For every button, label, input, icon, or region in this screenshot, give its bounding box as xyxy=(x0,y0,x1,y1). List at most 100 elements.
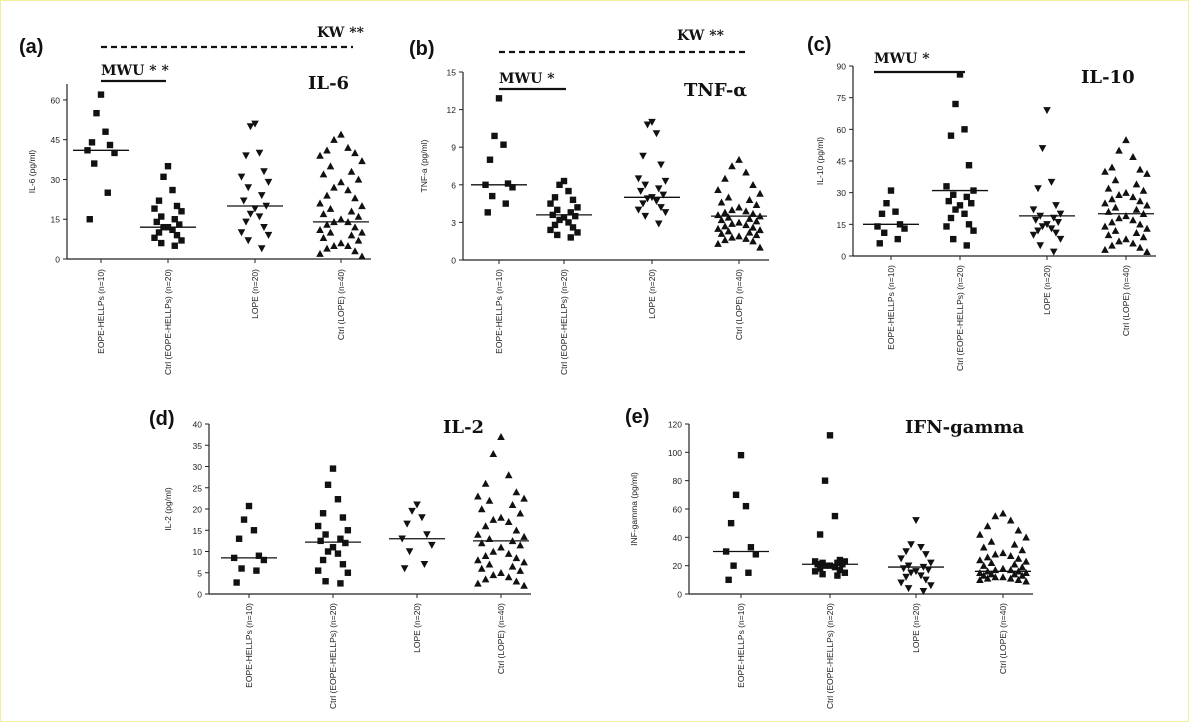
data-point-triangle-down xyxy=(1031,216,1040,224)
data-point-square xyxy=(314,567,322,574)
data-point-triangle-up xyxy=(1143,224,1151,232)
data-point-square xyxy=(554,231,561,239)
data-point-triangle-down xyxy=(1036,242,1045,250)
data-point-triangle-up xyxy=(756,189,764,197)
data-point-triangle-up xyxy=(347,231,356,239)
data-point-triangle-down xyxy=(1038,223,1047,231)
data-point-triangle-up xyxy=(1129,193,1137,201)
data-point-triangle-up xyxy=(1101,167,1109,175)
y-tick-label: 0 xyxy=(841,252,846,262)
data-point-triangle-up xyxy=(1006,551,1015,559)
data-point-triangle-up xyxy=(485,534,494,542)
data-point-triangle-down xyxy=(413,501,421,509)
data-point-triangle-down xyxy=(654,185,663,193)
panel-label: (c) xyxy=(807,34,831,56)
data-point-triangle-up xyxy=(481,551,490,559)
data-point-square xyxy=(874,223,881,230)
data-point-triangle-up xyxy=(520,581,528,589)
data-point-square xyxy=(819,570,826,578)
x-tick-label: EOPE-HELLPs (n=10) xyxy=(494,269,504,354)
data-point-triangle-up xyxy=(1010,560,1019,568)
data-point-triangle-down xyxy=(904,585,913,593)
data-point-triangle-up xyxy=(752,231,761,239)
data-point-triangle-up xyxy=(358,157,366,165)
data-point-square xyxy=(961,126,968,133)
panel-a: (a) IL-6 0 15 30 45 60 IL-6 (pg/ml) EOPE-HELLPs … xyxy=(19,25,371,375)
data-point-square xyxy=(233,579,240,586)
x-tick-label: Ctrl (EOPE-HELLPs) (n=20) xyxy=(955,265,965,371)
data-point-triangle-up xyxy=(983,553,992,561)
data-point-triangle-up xyxy=(1143,247,1151,255)
data-point-triangle-up xyxy=(508,500,517,508)
data-point-triangle-up xyxy=(351,149,359,157)
data-point-triangle-up xyxy=(979,571,988,579)
data-point-square xyxy=(826,562,834,569)
data-point-triangle-down xyxy=(912,517,920,525)
data-point-triangle-up xyxy=(756,226,764,234)
x-tick-label: Ctrl (EOPE-HELLPs) (n=20) xyxy=(559,269,569,375)
kw-annotation: KW ** xyxy=(317,25,365,41)
data-point-triangle-down xyxy=(264,178,273,186)
data-point-triangle-up xyxy=(1115,214,1123,222)
data-point-triangle-down xyxy=(927,582,935,590)
data-point-triangle-down xyxy=(634,206,643,214)
data-point-triangle-up xyxy=(728,206,736,214)
data-point-square xyxy=(834,559,841,567)
data-point-square xyxy=(344,527,352,534)
data-point-square xyxy=(876,240,883,247)
data-point-square xyxy=(878,210,886,217)
data-point-square xyxy=(502,200,509,207)
data-point-triangle-up xyxy=(489,547,498,555)
data-point-square xyxy=(956,202,964,209)
data-point-triangle-up xyxy=(497,568,505,576)
data-point-triangle-up xyxy=(504,517,513,525)
data-point-triangle-up xyxy=(316,226,324,234)
data-point-square xyxy=(567,234,574,241)
data-point-triangle-up xyxy=(1143,169,1151,177)
data-point-square xyxy=(171,242,178,249)
data-point-triangle-up xyxy=(976,576,984,584)
data-point-triangle-up xyxy=(991,550,1000,558)
data-point-square xyxy=(727,519,735,527)
data-point-triangle-up xyxy=(477,539,486,547)
y-axis-label: IL-10 (pg/ml) xyxy=(815,137,825,185)
data-point-triangle-up xyxy=(481,479,490,487)
data-point-triangle-up xyxy=(520,532,528,540)
x-tick-label: LOPE (n=20) xyxy=(647,269,657,319)
data-point-triangle-down xyxy=(418,514,426,522)
data-point-triangle-up xyxy=(714,186,722,194)
x-tick-label: EOPE-HELLPs (n=10) xyxy=(244,603,254,688)
y-tick-label: 80 xyxy=(673,476,683,486)
data-point-triangle-up xyxy=(319,210,328,218)
y-tick-label: 60 xyxy=(673,505,683,515)
data-point-square xyxy=(569,196,577,204)
data-point-square xyxy=(947,132,955,139)
data-point-triangle-up xyxy=(520,558,528,566)
data-point-square xyxy=(97,91,105,98)
data-point-triangle-up xyxy=(749,181,757,188)
data-point-square xyxy=(831,563,839,571)
data-point-square xyxy=(489,192,496,200)
data-point-square xyxy=(826,432,834,439)
data-point-square xyxy=(737,451,745,459)
data-point-triangle-down xyxy=(904,562,913,570)
data-point-square xyxy=(569,224,577,231)
data-point-square xyxy=(88,139,96,146)
data-point-triangle-down xyxy=(636,187,645,195)
data-point-triangle-down xyxy=(639,152,647,160)
data-point-triangle-down xyxy=(907,541,915,549)
panel-title: TNF-α xyxy=(684,80,747,101)
data-point-square xyxy=(178,208,185,215)
data-point-square xyxy=(572,212,579,220)
y-axis-label: IL-2 (pg/ml) xyxy=(163,487,173,531)
data-point-triangle-up xyxy=(1132,228,1141,236)
data-point-triangle-up xyxy=(749,209,757,217)
panel-label: (b) xyxy=(409,38,435,60)
data-point-triangle-up xyxy=(735,232,743,240)
data-point-triangle-up xyxy=(358,228,366,236)
data-point-triangle-up xyxy=(999,573,1007,581)
data-point-square xyxy=(565,187,572,195)
y-tick-label: 15 xyxy=(51,215,61,225)
x-tick-label: Ctrl (LOPE) (n=40) xyxy=(734,269,744,340)
y-tick-label: 30 xyxy=(193,462,203,472)
